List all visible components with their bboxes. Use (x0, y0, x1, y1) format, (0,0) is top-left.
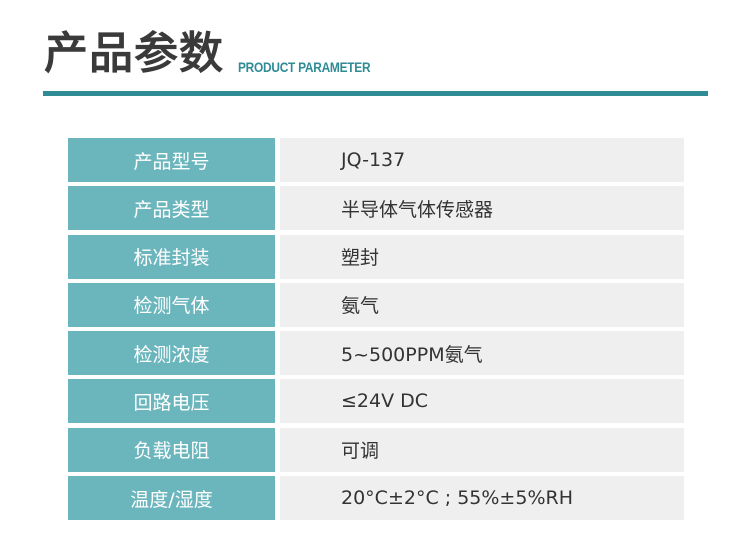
page-title: 产品参数 (44, 28, 224, 79)
header-divider (43, 91, 708, 96)
page-subtitle: PRODUCT PARAMETER (238, 59, 371, 75)
table-row: 产品类型 半导体气体传感器 (68, 186, 684, 231)
row-label: 负载电阻 (68, 427, 275, 472)
table-row: 检测气体 氨气 (68, 282, 684, 327)
table-row: 产品型号 JQ-137 (68, 138, 684, 182)
table-row: 温度/湿度 20°C±2°C ; 55%±5%RH (68, 476, 684, 521)
row-label: 温度/湿度 (68, 476, 275, 521)
table-row: 回路电压 ≤24V DC (68, 379, 684, 424)
row-value: 氨气 (280, 282, 684, 327)
row-value: 可调 (280, 427, 684, 472)
row-value: JQ-137 (280, 138, 684, 182)
row-value: 半导体气体传感器 (280, 186, 684, 231)
parameter-table: 产品型号 JQ-137 产品类型 半导体气体传感器 标准封装 塑封 检测气体 氨气 检测… (68, 138, 684, 524)
row-value: 20°C±2°C ; 55%±5%RH (280, 476, 684, 521)
row-label: 标准封装 (68, 234, 275, 279)
table-row: 负载电阻 可调 (68, 427, 684, 472)
row-label: 检测浓度 (68, 331, 275, 376)
table-row: 标准封装 塑封 (68, 234, 684, 279)
row-value: 塑封 (280, 234, 684, 279)
row-label: 回路电压 (68, 379, 275, 424)
row-value: 5~500PPM氨气 (280, 331, 684, 376)
table-row: 检测浓度 5~500PPM氨气 (68, 331, 684, 376)
row-label: 产品类型 (68, 186, 275, 231)
row-value: ≤24V DC (280, 379, 684, 424)
row-label: 产品型号 (68, 138, 275, 182)
row-label: 检测气体 (68, 282, 275, 327)
